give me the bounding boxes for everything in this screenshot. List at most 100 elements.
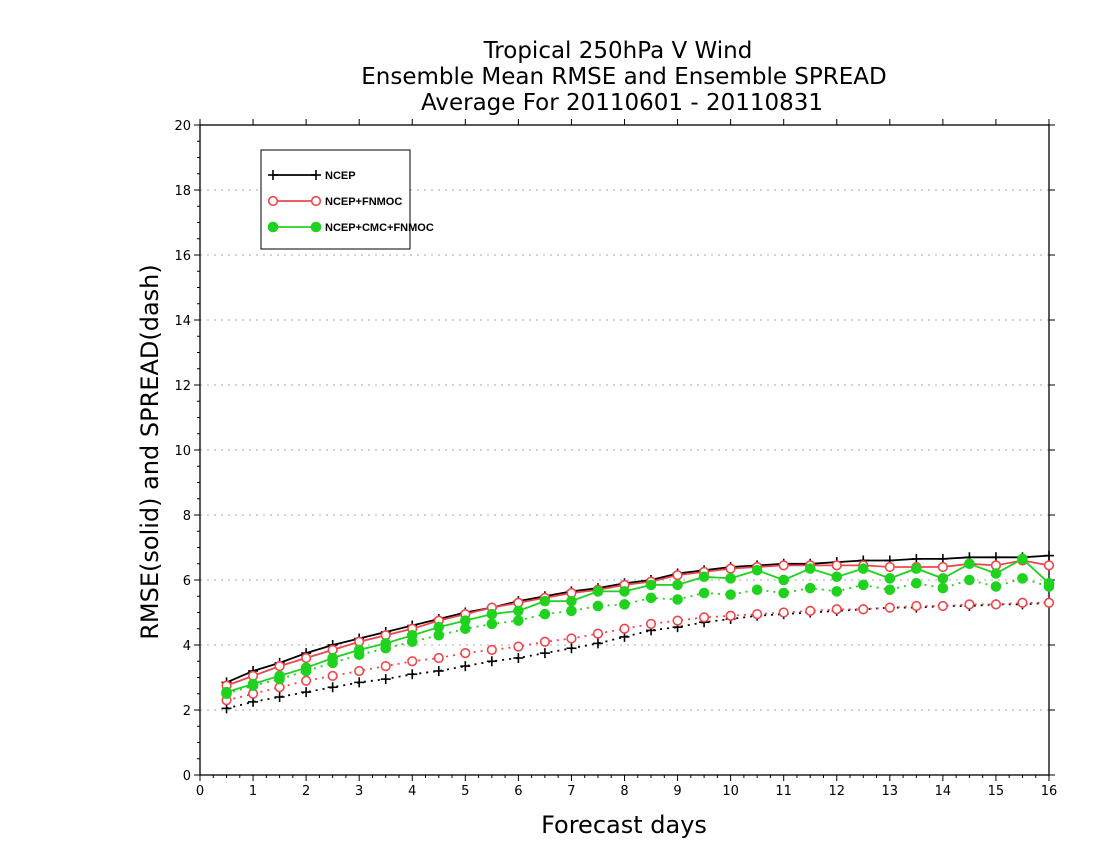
spread-point [858,604,869,615]
spread-point [486,618,498,630]
spread-point [672,594,683,605]
spread-point [619,599,630,610]
legend-marker [268,170,278,180]
spread-point [831,586,843,597]
rmse-point [964,558,975,570]
spread-point [327,670,338,681]
x-tick-label: 9 [673,784,681,799]
spread-point [751,584,763,596]
rmse-point [725,573,736,584]
rmse-point [1043,577,1055,589]
spread-point [592,638,603,649]
legend-marker [310,221,322,233]
spread-point [380,674,391,685]
rmse-line-0 [226,554,1050,684]
spread-point [752,609,763,620]
rmse-point [301,652,312,664]
spread-point [831,604,842,615]
y-tick-label: 18 [174,184,191,199]
rmse-point [353,644,365,656]
spread-point [645,592,657,604]
rmse-point [513,605,524,617]
spread-point [619,623,630,634]
spread-point [486,644,497,655]
spread-point [725,589,736,600]
legend-marker [267,195,279,207]
spread-point [513,641,524,652]
x-tick-label: 13 [882,784,899,799]
legend-item-1: NCEP+FNMOC [267,195,402,208]
spread-point [460,648,471,659]
spread-point [592,628,604,639]
spread-point [672,615,683,626]
y-tick-label: 2 [183,704,191,719]
legend-label: NCEP+CMC+FNMOC [325,222,434,234]
rmse-point [592,586,604,597]
x-tick-label: 12 [828,784,845,799]
rmse-point [406,629,418,641]
rmse-point [1044,550,1054,561]
spread-point [380,661,391,672]
rmse-point [1043,560,1055,571]
spread-point [778,587,789,599]
series-0 [221,550,1054,714]
spread-point [354,677,365,688]
rmse-point [460,615,471,626]
series-layer [221,550,1055,714]
rmse-point [778,574,789,586]
rmse-point [327,652,338,664]
x-tick-label: 11 [775,784,792,799]
spread-point [698,587,710,599]
spread-point [301,675,312,686]
spread-point [354,665,365,677]
spread-point [937,600,948,612]
rmse-point [672,570,683,581]
rmse-point [221,686,232,698]
spread-point [911,600,922,612]
x-tick-label: 3 [355,784,363,799]
y-axis-label: RMSE(solid) and SPREAD(dash) [136,264,164,640]
spread-point [1017,597,1028,608]
x-tick-label: 5 [461,784,469,799]
rmse-point [247,678,259,690]
spread-point [592,600,604,612]
y-tick-label: 10 [174,444,191,459]
chart-title-line-3: Average For 20110601 - 20110831 [421,90,823,116]
rmse-point [486,608,498,620]
x-tick-label: 2 [302,784,310,799]
legend-marker [311,170,321,180]
chart-title-line-2: Ensemble Mean RMSE and Ensemble SPREAD [361,64,886,90]
x-tick-label: 7 [567,784,575,799]
spread-point [964,599,975,610]
y-tick-label: 12 [174,379,191,394]
spread-point [566,643,577,654]
x-tick-label: 6 [514,784,522,799]
legend-item-2: NCEP+CMC+FNMOC [267,221,434,234]
spread-point [433,652,444,664]
spread-point [407,669,418,680]
x-tick-label: 10 [722,784,739,799]
x-tick-label: 4 [408,784,416,799]
legend: NCEP NCEP+FNMOC NCEP+CMC+FNMOC [260,149,434,250]
spread-point [327,682,338,693]
rmse-point [433,621,445,633]
legend-label: NCEP [325,170,356,182]
spread-point [964,574,975,586]
spread-point [1043,597,1055,608]
spread-point [566,633,577,644]
spread-point [990,581,1002,592]
rmse-point [539,595,551,607]
spread-point [884,584,896,596]
spread-point [539,636,551,647]
spread-point [407,656,418,667]
rmse-point [884,561,895,573]
spread-line-2 [226,577,1050,695]
chart-title-line-1: Tropical 250hPa V Wind [483,38,753,64]
rmse-point [619,586,630,597]
rmse-point [274,661,285,672]
rmse-point [804,563,816,574]
spread-point [804,582,816,594]
legend-box [260,149,411,250]
